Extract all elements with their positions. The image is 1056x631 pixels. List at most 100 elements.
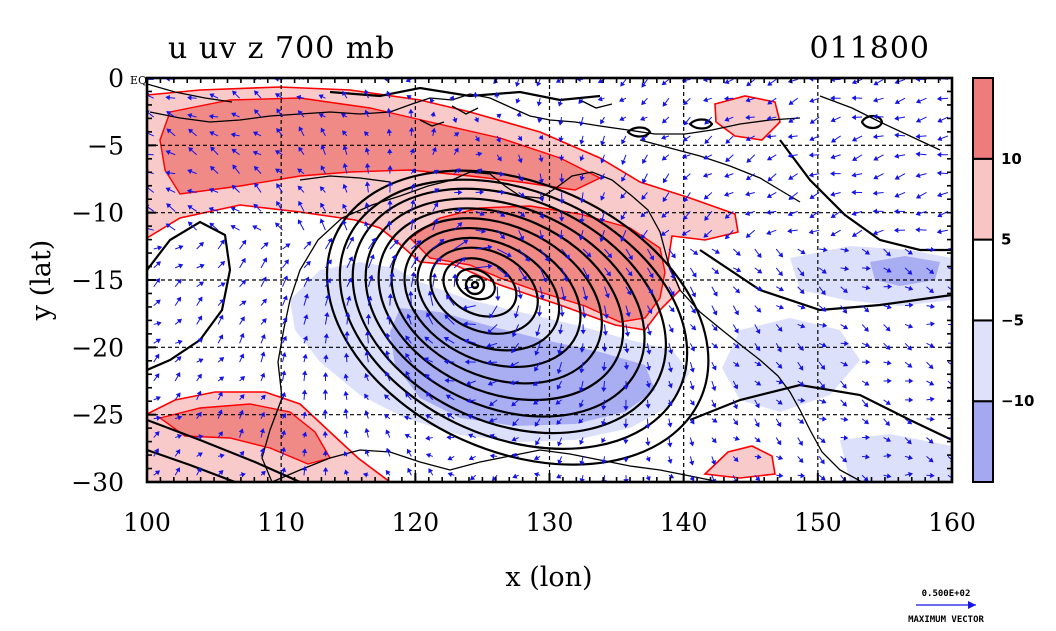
wind-vector-head (342, 183, 348, 189)
wind-vector-head (518, 176, 524, 182)
wind-vector-head (320, 127, 326, 133)
wind-vector-head (165, 150, 171, 155)
wind-vector-head (341, 219, 347, 225)
wind-vector-head (343, 469, 350, 475)
wind-vector-head (907, 249, 913, 255)
wind-vector-head (563, 276, 569, 282)
wind-vector-head (509, 379, 515, 386)
wind-vector-head (344, 330, 350, 336)
wind-vector-head (281, 413, 286, 419)
wind-vector-head (320, 73, 323, 76)
wind-vector-head (535, 440, 540, 446)
wind-vector-head (187, 113, 193, 119)
wind-vector-head (683, 100, 689, 106)
wind-vector-head (187, 169, 193, 175)
wind-vector-head (387, 148, 393, 154)
wind-vector-head (579, 198, 585, 204)
wind-vector-head (154, 431, 160, 437)
wind-vector-head (322, 409, 328, 414)
wind-vector-head (558, 234, 564, 240)
wind-vector-head (463, 239, 469, 245)
height-contour-ring (390, 217, 603, 385)
wind-vector-head (327, 259, 332, 265)
wind-vector-head (477, 151, 483, 157)
wind-vector-head (842, 324, 849, 330)
wind-vector-head (443, 358, 449, 365)
wind-vector-head (798, 418, 805, 424)
wind-vector-head (734, 343, 740, 349)
wind-vector-head (275, 93, 281, 98)
wind-vector-head (262, 257, 268, 263)
height-contour-ring (325, 169, 710, 466)
wind-vector-head (724, 172, 730, 178)
wind-vector-head (646, 349, 652, 355)
wind-vector-head (238, 428, 244, 434)
wind-vector-head (842, 308, 848, 314)
wind-vector-head (798, 457, 804, 464)
wind-vector-head (908, 302, 914, 308)
wind-vector-head (778, 286, 784, 292)
wind-vector-head (487, 328, 493, 334)
y-tick-label: −5 (87, 131, 124, 160)
wind-vector-head (364, 449, 370, 455)
wind-vector-head (282, 317, 288, 323)
wind-vector-head (645, 441, 651, 447)
wind-vector-head (604, 293, 610, 299)
wind-vector-head (230, 225, 236, 230)
wind-vector-head (734, 310, 739, 316)
wind-vector-head (745, 175, 752, 181)
wind-vector-head (603, 314, 609, 319)
wind-vector-head (894, 99, 900, 104)
wind-vector-head (232, 164, 238, 170)
wind-vector-head (389, 272, 395, 277)
wind-vector-head (509, 362, 515, 368)
wind-vector-head (887, 283, 893, 290)
y-tick-label: 0 (108, 64, 124, 93)
wind-vector-head (851, 136, 858, 142)
wind-vector-head (515, 81, 521, 87)
wind-vector-head (799, 288, 805, 295)
wind-vector-head (756, 307, 762, 313)
contour-west-low (147, 220, 232, 372)
wind-vector-head (385, 350, 391, 356)
wind-vector-head (601, 387, 607, 393)
wind-vector-head (424, 373, 431, 379)
wind-vector-head (369, 254, 375, 260)
wind-vector-head (821, 268, 827, 274)
wind-vector-head (767, 99, 773, 105)
wind-vector-head (282, 335, 287, 342)
x-axis: 100 110 120 130 140 150 160 (123, 473, 976, 537)
wind-vector-head (712, 417, 718, 423)
wind-vector-head (405, 392, 411, 398)
wind-vector-head (557, 349, 563, 355)
wind-vector-head (154, 373, 160, 379)
wind-vector-head (873, 174, 879, 180)
wind-vector-head (496, 113, 502, 119)
wind-vector-head (691, 325, 697, 331)
wind-vector-head (559, 199, 565, 204)
wind-vector-head (301, 431, 308, 437)
coastline-solomons (819, 95, 941, 151)
wind-vector-head (579, 439, 585, 445)
wind-vector (147, 132, 154, 137)
wind-vector-head (624, 348, 630, 354)
wind-vector (147, 205, 155, 212)
wind-vector-head (843, 435, 849, 441)
wind-vector-head (689, 400, 695, 406)
wind-vector-head (446, 434, 451, 441)
wind-vector-head (579, 176, 585, 182)
wind-vector-head (733, 456, 739, 463)
wind-vector-head (511, 348, 516, 354)
wind-vector-head (745, 114, 750, 121)
wind-vector (147, 227, 154, 231)
wind-vector-head (907, 269, 913, 275)
wind-vector-head (322, 466, 329, 472)
wind-vector-head (915, 193, 922, 199)
wind-vector-head (556, 369, 562, 375)
wind-vector-head (385, 469, 391, 476)
wind-vector-head (936, 228, 942, 235)
contour-east-3 (689, 383, 952, 441)
wind-vector-head (798, 440, 803, 446)
wind-vector-head (208, 206, 214, 212)
wind-vector-head (166, 203, 172, 209)
